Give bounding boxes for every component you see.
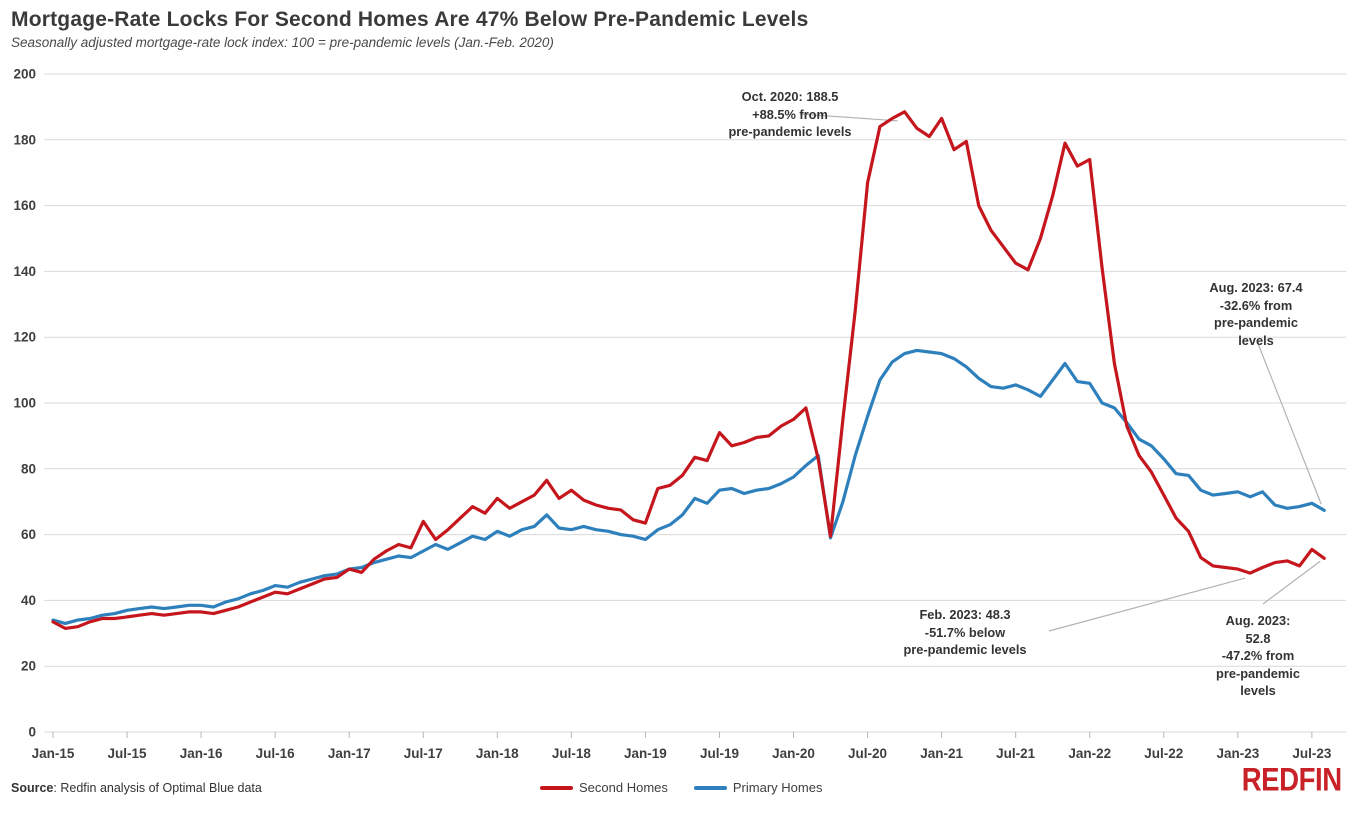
series-line-second-homes	[51, 110, 1326, 631]
x-tick-label: Jan-23	[1216, 746, 1259, 761]
x-tick-label: Jul-20	[848, 746, 887, 761]
y-tick-label: 180	[13, 132, 36, 147]
source-label: Source	[11, 781, 54, 795]
y-tick-label: 160	[13, 198, 36, 213]
annotation-leader-line	[1262, 560, 1321, 605]
x-tick-label: Jul-17	[404, 746, 443, 761]
y-tick-label: 100	[13, 396, 36, 411]
redfin-logo: REDFIN	[1242, 762, 1342, 799]
x-tick-label: Jan-17	[328, 746, 371, 761]
y-tick-label: 80	[21, 461, 36, 476]
x-tick-label: Jul-21	[996, 746, 1036, 761]
chart-title: Mortgage-Rate Locks For Second Homes Are…	[11, 8, 809, 31]
y-tick-label: 140	[13, 264, 36, 279]
x-tick-label: Jan-15	[32, 746, 75, 761]
y-tick-label: 60	[21, 527, 36, 542]
y-tick-label: 0	[28, 725, 36, 740]
source-text: : Redfin analysis of Optimal Blue data	[53, 781, 262, 795]
annotation-aug-2023-second: Aug. 2023: 52.8 -47.2% from pre-pandemic…	[1216, 613, 1300, 698]
second-homes-line-swatch	[540, 785, 573, 790]
annotation-leader-line	[1048, 577, 1246, 632]
primary-homes-line-swatch	[693, 785, 727, 790]
legend-label-primary-homes: Primary Homes	[732, 780, 823, 795]
x-tick-label: Jan-19	[624, 746, 667, 761]
x-tick-label: Jan-20	[772, 746, 815, 761]
annotation-leader-line	[799, 113, 898, 122]
annotation-oct-2020-peak: Oct. 2020: 188.5 +88.5% from pre-pandemi…	[728, 89, 852, 139]
y-tick-label: 120	[13, 330, 36, 345]
y-tick-label: 200	[13, 67, 36, 82]
x-tick-label: Jul-18	[552, 746, 592, 761]
legend-label-second-homes: Second Homes	[579, 780, 668, 795]
x-tick-label: Jan-21	[920, 746, 963, 761]
legend-item-second-homes: Second Homes	[540, 780, 668, 795]
chart-subtitle: Seasonally adjusted mortgage-rate lock i…	[11, 35, 554, 50]
x-tick-label: Jul-22	[1144, 746, 1183, 761]
x-tick-label: Jul-15	[108, 746, 148, 761]
annotation-aug-2023-primary: Aug. 2023: 67.4 -32.6% from pre-pandemic…	[1209, 280, 1303, 348]
x-tick-label: Jul-16	[256, 746, 296, 761]
source-note: Source: Redfin analysis of Optimal Blue …	[11, 781, 262, 795]
annotation-feb-2023-trough: Feb. 2023: 48.3 -51.7% below pre-pandemi…	[903, 607, 1027, 657]
y-tick-label: 40	[21, 593, 36, 608]
x-tick-label: Jul-23	[1292, 746, 1332, 761]
legend-item-primary-homes: Primary Homes	[693, 780, 823, 795]
x-tick-label: Jan-18	[476, 746, 519, 761]
y-tick-label: 20	[21, 659, 36, 674]
annotation-leader-line	[1256, 340, 1322, 505]
x-tick-label: Jan-22	[1068, 746, 1111, 761]
x-tick-label: Jul-19	[700, 746, 739, 761]
x-tick-label: Jan-16	[180, 746, 223, 761]
series-line-primary-homes	[51, 348, 1326, 626]
legend: Second Homes Primary Homes	[540, 780, 822, 795]
